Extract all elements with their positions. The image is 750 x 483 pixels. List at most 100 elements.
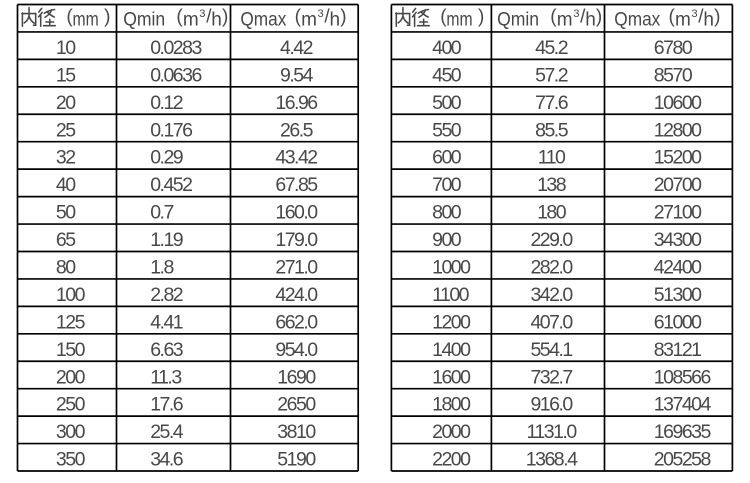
svg-text:205258: 205258 (654, 449, 711, 471)
svg-text:400: 400 (432, 37, 462, 59)
svg-text:900: 900 (432, 229, 462, 251)
svg-text:138: 138 (537, 174, 566, 196)
svg-text:6.63: 6.63 (150, 339, 183, 361)
svg-text:45.2: 45.2 (535, 37, 568, 59)
svg-text:/: / (206, 7, 212, 28)
svg-text:Qmin: Qmin (123, 10, 165, 31)
svg-text:1.8: 1.8 (150, 256, 173, 278)
svg-text:mm: mm (446, 10, 472, 31)
svg-text:77.6: 77.6 (535, 92, 568, 114)
svg-text:0.176: 0.176 (150, 119, 192, 141)
svg-text:424.0: 424.0 (275, 284, 318, 306)
svg-text:137404: 137404 (654, 394, 712, 416)
svg-text:15200: 15200 (654, 147, 702, 169)
svg-text:34300: 34300 (654, 229, 702, 251)
svg-text:34.6: 34.6 (150, 449, 183, 471)
svg-text:10600: 10600 (654, 92, 702, 114)
svg-text:(: ( (295, 7, 302, 28)
svg-text:282.0: 282.0 (530, 256, 573, 278)
svg-text:/: / (324, 7, 330, 28)
svg-text:500: 500 (432, 92, 462, 114)
svg-text:3: 3 (573, 8, 579, 20)
svg-text:m: m (557, 10, 573, 31)
svg-text:mm: mm (73, 10, 99, 31)
svg-text:): ) (596, 7, 602, 28)
svg-text:0.0283: 0.0283 (150, 37, 201, 59)
svg-text:85.5: 85.5 (535, 119, 569, 141)
svg-text:732.7: 732.7 (530, 366, 572, 388)
svg-text:Qmin: Qmin (497, 10, 539, 31)
svg-text:954.0: 954.0 (275, 339, 318, 361)
svg-text:100: 100 (56, 284, 86, 306)
svg-text:800: 800 (432, 202, 462, 224)
svg-text:0.29: 0.29 (150, 147, 183, 169)
svg-text:1600: 1600 (432, 366, 471, 388)
svg-text:1690: 1690 (277, 366, 316, 388)
svg-text:65: 65 (56, 229, 76, 251)
svg-text:3810: 3810 (277, 421, 316, 443)
svg-text:342.0: 342.0 (530, 284, 573, 306)
svg-text:407.0: 407.0 (530, 311, 573, 333)
svg-text:550: 550 (432, 119, 462, 141)
svg-text:20700: 20700 (654, 174, 702, 196)
svg-text:1800: 1800 (432, 394, 471, 416)
svg-text:1368.4: 1368.4 (526, 449, 578, 471)
svg-text:27100: 27100 (654, 202, 702, 224)
svg-text:61000: 61000 (654, 311, 702, 333)
svg-text:): ) (104, 7, 110, 28)
svg-text:40: 40 (56, 174, 76, 196)
svg-text:2200: 2200 (432, 449, 471, 471)
svg-text:(: ( (66, 7, 73, 28)
svg-text:9.54: 9.54 (280, 64, 314, 86)
svg-text:m: m (301, 10, 317, 31)
svg-text:450: 450 (432, 64, 462, 86)
svg-text:1100: 1100 (432, 284, 470, 306)
svg-text:2000: 2000 (432, 421, 471, 443)
svg-text:25.4: 25.4 (150, 421, 184, 443)
svg-text:50: 50 (56, 202, 76, 224)
svg-text:12800: 12800 (654, 119, 702, 141)
svg-text:h: h (330, 10, 341, 31)
svg-text:20: 20 (56, 92, 76, 114)
svg-text:h: h (585, 10, 596, 31)
svg-text:(: ( (669, 7, 676, 28)
svg-text:1.19: 1.19 (150, 229, 183, 251)
svg-text:83121: 83121 (654, 339, 701, 361)
svg-text:m: m (183, 10, 199, 31)
svg-text:57.2: 57.2 (535, 64, 568, 86)
svg-text:160.0: 160.0 (275, 202, 318, 224)
svg-text:32: 32 (56, 147, 75, 169)
svg-text:h: h (703, 10, 714, 31)
svg-text:15: 15 (56, 64, 76, 86)
svg-text:): ) (478, 7, 484, 28)
svg-text:180: 180 (537, 202, 567, 224)
svg-text:3: 3 (318, 8, 324, 20)
svg-text:25: 25 (56, 119, 76, 141)
svg-text:229.0: 229.0 (530, 229, 573, 251)
svg-text:(: ( (440, 7, 447, 28)
svg-text:): ) (340, 7, 346, 28)
svg-text:108566: 108566 (654, 366, 711, 388)
svg-text:Qmax: Qmax (240, 10, 286, 31)
svg-text:662.0: 662.0 (275, 311, 318, 333)
svg-text:600: 600 (432, 147, 462, 169)
svg-text:2.82: 2.82 (150, 284, 183, 306)
svg-text:): ) (714, 7, 720, 28)
svg-text:125: 125 (56, 311, 86, 333)
svg-text:0.0636: 0.0636 (150, 64, 201, 86)
svg-text:0.12: 0.12 (150, 92, 183, 114)
svg-text:5190: 5190 (277, 449, 316, 471)
svg-text:(: ( (176, 7, 183, 28)
svg-text:/: / (698, 7, 704, 28)
svg-text:3: 3 (691, 8, 697, 20)
svg-text:16.96: 16.96 (275, 92, 317, 114)
svg-text:271.0: 271.0 (275, 256, 318, 278)
svg-text:700: 700 (432, 174, 462, 196)
svg-text:0.452: 0.452 (150, 174, 192, 196)
svg-text:1000: 1000 (432, 256, 471, 278)
svg-text:m: m (675, 10, 691, 31)
svg-text:554.1: 554.1 (530, 339, 572, 361)
svg-text:2650: 2650 (277, 394, 316, 416)
svg-text:10: 10 (56, 37, 76, 59)
svg-text:169635: 169635 (654, 421, 712, 443)
